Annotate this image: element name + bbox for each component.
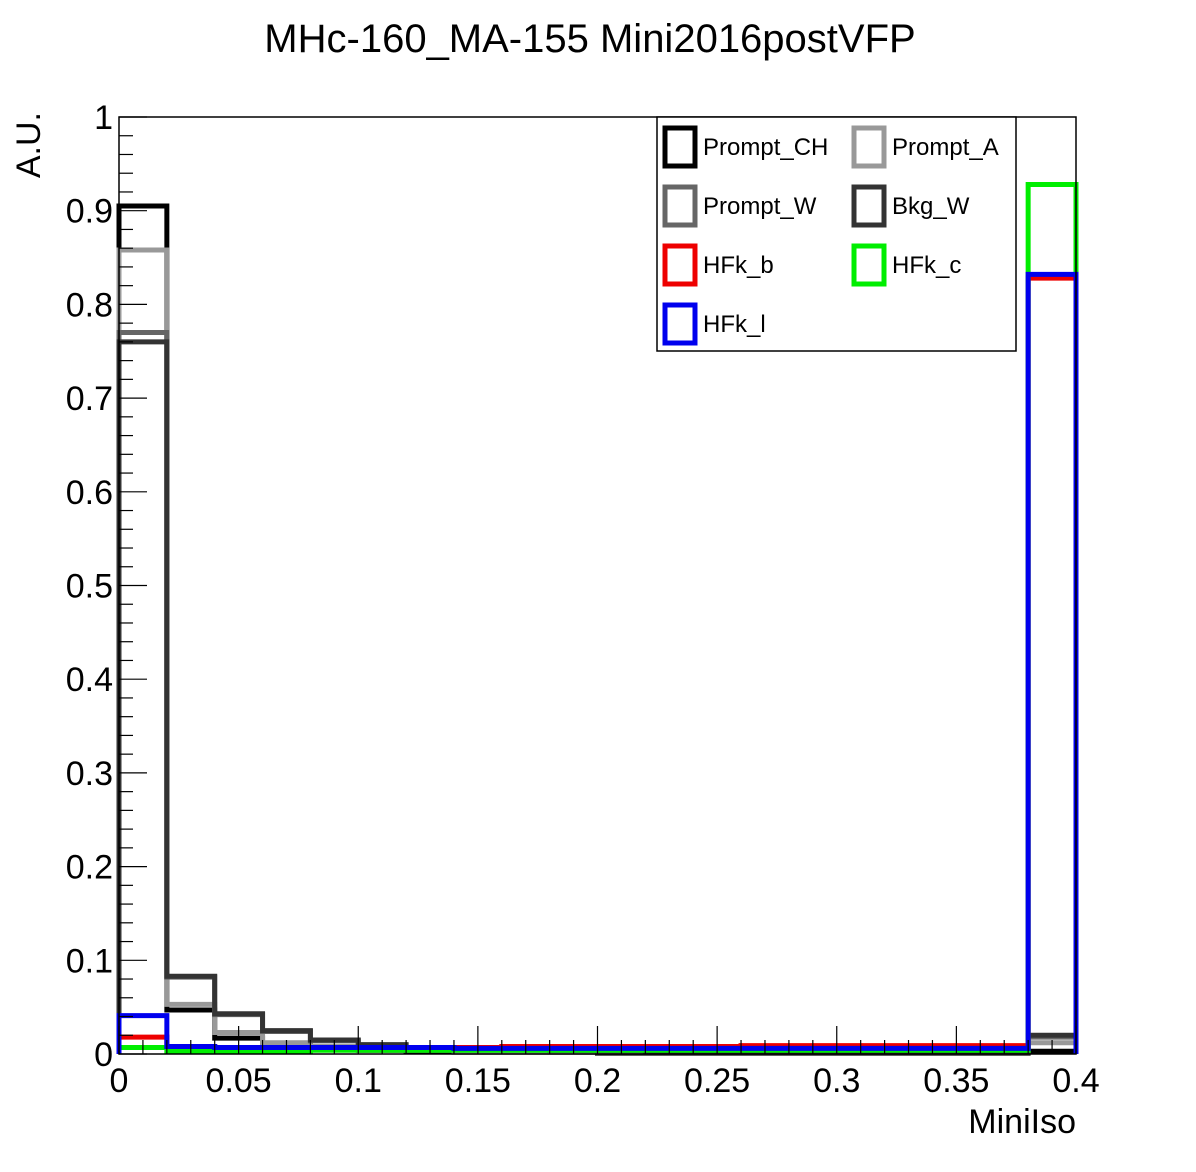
x-tick-label: 0.1 — [335, 1062, 382, 1100]
y-tick-label: 0.4 — [66, 661, 113, 699]
legend-item-hfk-c: HFk_c — [851, 243, 961, 287]
y-tick-label: 0.6 — [66, 474, 113, 512]
legend-swatch — [662, 243, 698, 287]
legend-swatch — [851, 125, 887, 169]
y-tick-label: 0.5 — [66, 568, 113, 606]
legend-swatch — [851, 243, 887, 287]
series-hfk-l-line — [116, 271, 1079, 1054]
y-tick-label: 0 — [94, 1036, 113, 1074]
legend-label: Prompt_CH — [703, 134, 828, 161]
legend-item-prompt-a: Prompt_A — [851, 125, 999, 169]
legend-swatch — [662, 184, 698, 228]
legend-label: HFk_c — [892, 252, 961, 279]
legend-swatch — [662, 302, 698, 346]
legend-item-prompt-ch: Prompt_CH — [662, 125, 828, 169]
legend-label: Prompt_W — [703, 193, 817, 220]
x-tick-label: 0.05 — [206, 1062, 272, 1100]
x-tick-label: 0.3 — [813, 1062, 860, 1100]
y-tick-label: 0.7 — [66, 380, 113, 418]
legend-label: HFk_l — [703, 311, 766, 338]
legend-item-hfk-l: HFk_l — [662, 302, 766, 346]
legend-item-bkg-w: Bkg_W — [851, 184, 970, 228]
x-tick-label: 0.4 — [1052, 1062, 1099, 1100]
x-tick-label: 0.2 — [574, 1062, 621, 1100]
legend-swatch — [851, 184, 887, 228]
y-tick-label: 0.1 — [66, 942, 113, 980]
series-hfk-b-line — [116, 275, 1079, 1054]
x-tick-label: 0.25 — [684, 1062, 750, 1100]
x-tick-label: 0.35 — [923, 1062, 989, 1100]
legend-box — [656, 116, 1017, 352]
y-tick-label: 0.2 — [66, 849, 113, 887]
legend-item-prompt-w: Prompt_W — [662, 184, 817, 228]
x-tick-label: 0.15 — [445, 1062, 511, 1100]
legend-item-hfk-b: HFk_b — [662, 243, 774, 287]
y-tick-label: 1 — [94, 99, 113, 137]
legend: Prompt_CH Prompt_A Prompt_W Bkg_W HFk_b HFk_c… — [656, 116, 1017, 352]
axes-group: 0 0.05 0.1 0.15 0.2 0.25 0.3 0.35 0.4 0 0.1 0.2 0.3 0… — [66, 99, 1100, 1100]
y-tick-label: 0.9 — [66, 193, 113, 231]
y-tick-label: 0.8 — [66, 286, 113, 324]
legend-swatch — [662, 125, 698, 169]
chart-title: MHc-160_MA-155 Mini2016postVFP — [264, 17, 915, 61]
series-bkg-w-line — [116, 339, 1079, 1055]
y-axis-label: A.U. — [10, 112, 48, 178]
y-tick-label: 0.3 — [66, 755, 113, 793]
legend-label: Prompt_A — [892, 134, 999, 161]
series-prompt-w-line — [116, 330, 1079, 1055]
legend-label: HFk_b — [703, 252, 774, 279]
x-tick-label: 0 — [110, 1062, 129, 1100]
series-prompt-a-line — [116, 247, 1079, 1055]
legend-label: Bkg_W — [892, 193, 970, 220]
x-axis-label: MiniIso — [968, 1103, 1076, 1141]
